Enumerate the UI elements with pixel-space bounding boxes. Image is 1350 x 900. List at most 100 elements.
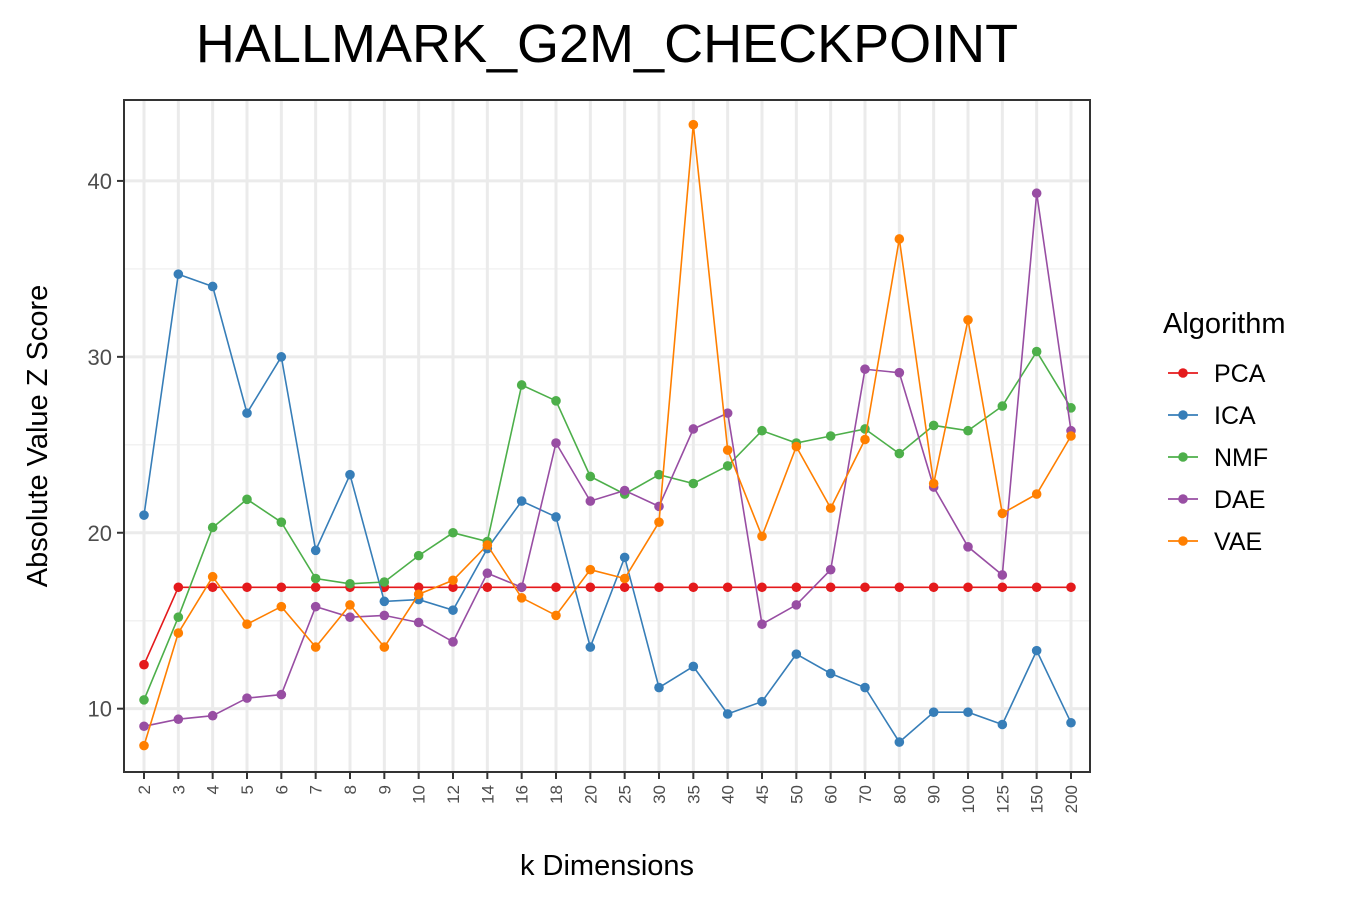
data-point-vae [345, 600, 355, 610]
data-point-dae [139, 721, 149, 732]
data-point-vae [963, 315, 973, 325]
legend-key-point [1178, 494, 1188, 504]
chart-title: HALLMARK_G2M_CHECKPOINT [196, 14, 1018, 74]
data-point-dae [482, 568, 493, 579]
data-point-vae [791, 441, 802, 452]
data-point-dae [173, 714, 184, 725]
y-tick-label: 20 [88, 521, 112, 546]
data-point-pca [448, 582, 458, 593]
y-tick-label: 30 [88, 345, 112, 370]
x-tick-label: 50 [787, 785, 806, 804]
data-point-nmf [173, 612, 184, 622]
data-point-nmf [654, 469, 664, 480]
data-point-pca [551, 582, 561, 593]
data-point-pca [482, 582, 493, 593]
x-tick-label: 8 [341, 785, 360, 794]
legend-key-point [1178, 368, 1188, 378]
data-point-nmf [139, 695, 149, 705]
data-point-vae [379, 642, 390, 652]
x-tick-label: 80 [890, 785, 909, 804]
data-point-pca [173, 582, 184, 593]
data-point-ica [448, 605, 458, 615]
legend-label-nmf: NMF [1214, 444, 1268, 472]
data-point-vae [448, 575, 458, 586]
data-point-nmf [242, 494, 252, 505]
data-point-nmf [276, 517, 287, 527]
data-point-vae [139, 740, 149, 751]
data-point-nmf [860, 424, 870, 434]
data-point-ica [791, 649, 802, 659]
data-point-dae [379, 610, 390, 621]
data-point-pca [825, 582, 836, 593]
data-point-ica [1031, 645, 1042, 656]
data-point-dae [997, 570, 1008, 580]
legend: Algorithm PCA ICA NMF DAE VAE [1163, 308, 1286, 556]
data-point-pca [1066, 582, 1076, 593]
x-tick-label: 6 [272, 785, 291, 794]
data-point-dae [413, 617, 424, 628]
x-tick-label: 70 [856, 785, 875, 804]
data-point-vae [585, 564, 596, 575]
data-point-nmf [757, 425, 767, 436]
data-point-ica [825, 668, 836, 679]
x-tick-label: 16 [513, 785, 532, 804]
data-point-vae [207, 571, 218, 582]
data-point-pca [722, 582, 733, 593]
legend-label-dae: DAE [1214, 486, 1265, 514]
x-tick-label: 125 [993, 785, 1012, 813]
data-point-dae [654, 501, 664, 512]
data-point-vae [173, 628, 184, 638]
plot-panel-border [123, 99, 1091, 773]
y-tick-label: 10 [88, 697, 112, 722]
data-point-pca [860, 582, 870, 593]
data-point-dae [619, 485, 630, 496]
y-axis: 10 20 30 40 [88, 169, 124, 722]
data-point-nmf [379, 577, 390, 587]
x-tick-label: 40 [719, 785, 738, 804]
data-point-vae [722, 445, 733, 455]
data-point-nmf [413, 550, 424, 561]
data-point-dae [448, 637, 458, 647]
data-point-nmf [688, 478, 699, 489]
data-point-vae [654, 517, 664, 527]
data-point-pca [997, 582, 1008, 593]
data-point-dae [276, 689, 287, 700]
data-point-pca [276, 582, 287, 593]
legend-key-point [1178, 536, 1188, 546]
x-tick-label: 12 [444, 785, 463, 804]
data-point-ica [722, 709, 733, 719]
data-point-ica [345, 469, 355, 480]
x-tick-label: 20 [581, 785, 600, 804]
data-point-vae [1066, 431, 1076, 441]
data-point-ica [585, 642, 596, 652]
data-point-nmf [928, 420, 939, 431]
legend-label-vae: VAE [1214, 528, 1262, 556]
x-tick-label: 4 [204, 785, 223, 794]
data-point-dae [242, 693, 252, 703]
data-point-vae [688, 119, 699, 130]
data-point-dae [516, 582, 527, 593]
data-point-ica [928, 707, 939, 717]
data-point-vae [860, 434, 870, 445]
legend-key-point [1178, 410, 1188, 420]
data-point-ica [1066, 717, 1076, 728]
series-dae [139, 188, 1076, 732]
data-point-vae [825, 503, 836, 513]
series-line-vae [143, 124, 1072, 746]
data-point-dae [722, 408, 733, 418]
data-point-ica [997, 719, 1008, 730]
data-point-dae [1031, 188, 1042, 199]
data-point-ica [551, 512, 561, 522]
data-point-pca [242, 582, 252, 593]
data-point-pca [928, 582, 939, 593]
x-tick-label: 3 [169, 785, 188, 794]
data-point-dae [860, 364, 870, 374]
data-point-pca [139, 659, 149, 670]
data-point-pca [757, 582, 767, 593]
x-tick-label: 90 [925, 785, 944, 804]
x-tick-label: 7 [307, 785, 326, 794]
data-point-pca [791, 582, 802, 593]
data-point-pca [619, 582, 630, 593]
data-point-ica [173, 269, 184, 279]
data-point-pca [654, 582, 664, 593]
